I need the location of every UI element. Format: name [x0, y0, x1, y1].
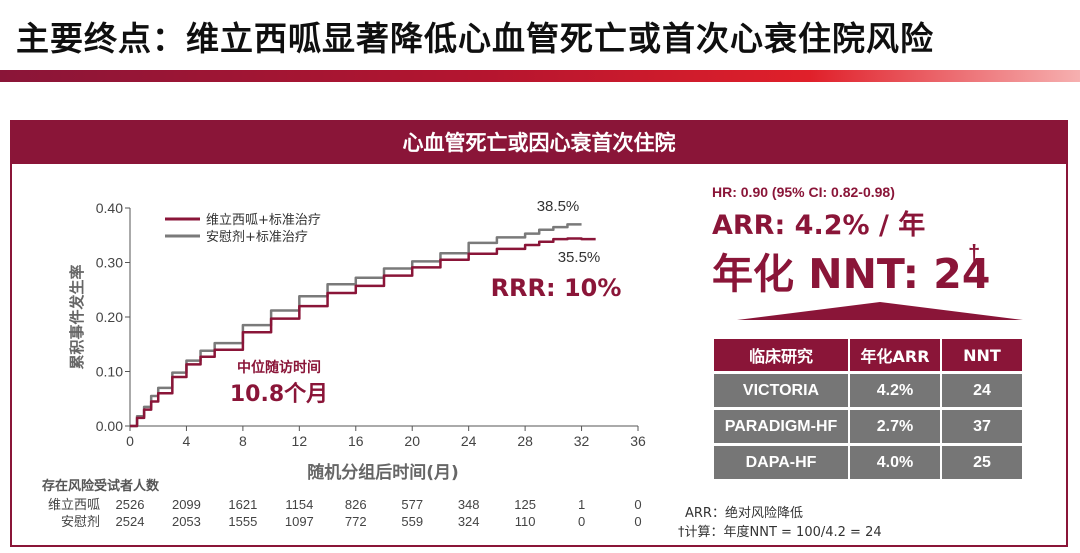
table-cell-nnt: 37	[942, 410, 1022, 443]
at-risk-value: 559	[401, 514, 423, 529]
at-risk-value: 2526	[116, 497, 145, 512]
y-tick-label: 0.20	[96, 309, 123, 325]
x-tick-label: 8	[239, 433, 247, 449]
placebo-curve	[130, 223, 582, 428]
y-tick-label: 0.10	[96, 364, 123, 380]
panel-header: 心血管死亡或因心衰首次住院	[12, 122, 1066, 164]
triangle-decoration	[737, 302, 1023, 320]
x-axis-title: 随机分组后时间(月)	[307, 462, 459, 483]
nnt-dagger: †	[968, 240, 981, 265]
at-risk-value: 1154	[285, 497, 313, 512]
table-header-nnt: NNT	[942, 339, 1022, 371]
at-risk-value: 2524	[116, 514, 145, 529]
trials-table: 临床研究 年化ARR NNT VICTORIA 4.2% 24 PARADIGM…	[712, 336, 1024, 482]
table-cell-nnt: 24	[942, 374, 1022, 407]
x-tick-label: 16	[348, 433, 364, 449]
nnt-value: 年化 NNT: 24	[712, 250, 991, 298]
y-tick-label: 0.40	[96, 200, 123, 216]
at-risk-value: 1555	[228, 514, 257, 529]
table-row: DAPA-HF 4.0% 25	[714, 446, 1022, 479]
x-tick-label: 28	[517, 433, 533, 449]
x-tick-label: 36	[630, 433, 646, 449]
footnote-arr: ARR：绝对风险降低	[685, 506, 803, 521]
table-cell-arr: 4.0%	[850, 446, 940, 479]
legend-label-placebo: 安慰剂+标准治疗	[206, 230, 308, 245]
footnote-calc: †计算：年度NNT = 100/4.2 = 24	[678, 525, 882, 540]
at-risk-value: 1097	[285, 514, 314, 529]
at-risk-value: 2099	[172, 497, 201, 512]
title-gradient-bar	[0, 70, 1080, 82]
x-tick-label: 24	[461, 433, 477, 449]
y-tick-label: 0.30	[96, 255, 123, 271]
at-risk-value: 125	[514, 497, 536, 512]
table-cell-nnt: 25	[942, 446, 1022, 479]
x-tick-label: 32	[574, 433, 590, 449]
hazard-ratio: HR: 0.90 (95% CI: 0.82-0.98)	[712, 184, 895, 200]
vericiguat-end-label: 35.5%	[558, 249, 601, 266]
at-risk-row-label: 维立西呱	[48, 497, 100, 513]
at-risk-value: 772	[345, 514, 367, 529]
at-risk-value: 348	[458, 497, 480, 512]
placebo-end-label: 38.5%	[537, 198, 580, 215]
rrr-annotation: RRR: 10%	[491, 274, 622, 302]
table-cell-trial: VICTORIA	[714, 374, 848, 407]
x-tick-label: 0	[126, 433, 134, 449]
at-risk-value: 324	[458, 514, 480, 529]
table-header-arr: 年化ARR	[850, 339, 940, 371]
y-tick-label: 0.00	[96, 418, 123, 434]
table-row: VICTORIA 4.2% 24	[714, 374, 1022, 407]
at-risk-value: 0	[578, 514, 585, 529]
trials-header-row: 临床研究 年化ARR NNT	[714, 339, 1022, 371]
at-risk-value: 1	[578, 497, 585, 512]
at-risk-value: 110	[515, 514, 536, 529]
table-header-trial: 临床研究	[714, 339, 848, 371]
at-risk-value: 826	[345, 497, 367, 512]
at-risk-row-label: 安慰剂	[61, 515, 100, 530]
x-tick-label: 4	[183, 433, 191, 449]
legend-label-vericiguat: 维立西呱+标准治疗	[206, 212, 321, 228]
vericiguat-curve	[130, 237, 596, 428]
chart-panel: 心血管死亡或因心衰首次住院	[10, 120, 1068, 547]
median-followup-value: 10.8个月	[230, 382, 328, 407]
table-cell-arr: 2.7%	[850, 410, 940, 443]
slide-title: 主要终点：维立西呱显著降低心血管死亡或首次心衰住院风险	[16, 19, 934, 58]
median-followup-label: 中位随访时间	[237, 359, 321, 376]
at-risk-title: 存在风险受试者人数	[42, 478, 160, 494]
at-risk-value: 0	[634, 497, 641, 512]
x-tick-label: 20	[404, 433, 420, 449]
y-axis-title: 累积事件发生率	[68, 264, 86, 369]
at-risk-value: 2053	[172, 514, 201, 529]
x-tick-label: 12	[292, 433, 308, 449]
at-risk-value: 1621	[228, 497, 257, 512]
table-cell-trial: DAPA-HF	[714, 446, 848, 479]
at-risk-value: 0	[634, 514, 641, 529]
at-risk-value: 577	[401, 497, 423, 512]
arr-value: ARR: 4.2% / 年	[712, 210, 926, 241]
table-row: PARADIGM-HF 2.7% 37	[714, 410, 1022, 443]
table-cell-arr: 4.2%	[850, 374, 940, 407]
table-cell-trial: PARADIGM-HF	[714, 410, 848, 443]
